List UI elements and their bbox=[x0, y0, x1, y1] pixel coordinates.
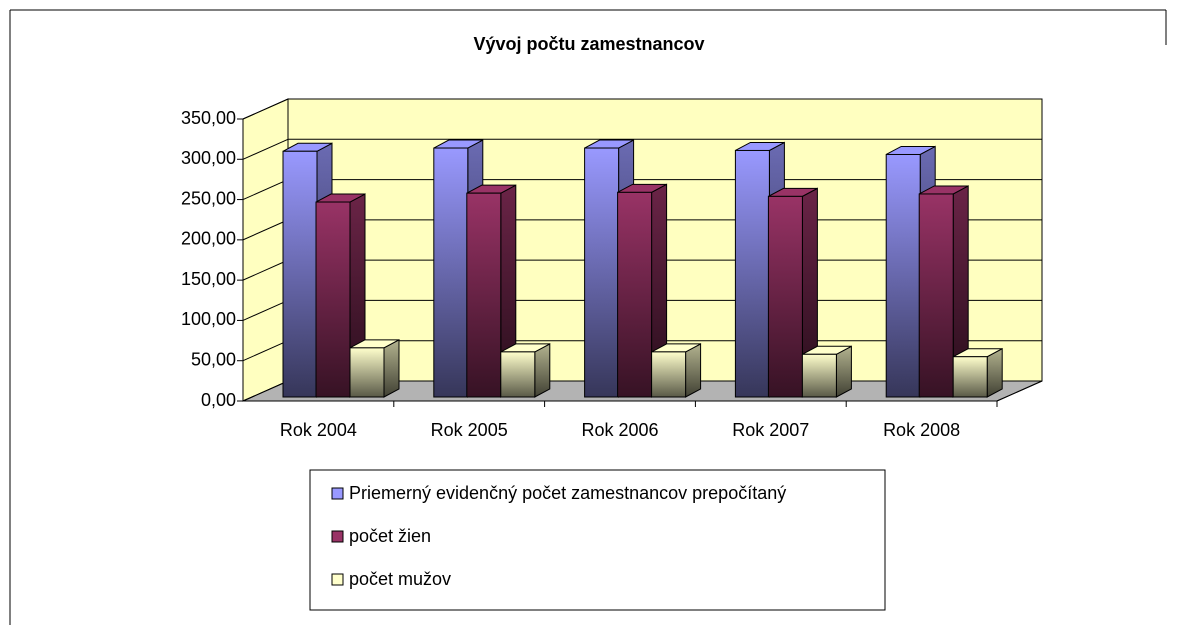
bar bbox=[500, 343, 551, 398]
x-tick-label: Rok 2007 bbox=[732, 420, 809, 440]
grid-line bbox=[242, 98, 289, 120]
x-axis-depth bbox=[996, 380, 1043, 402]
bar bbox=[617, 183, 668, 398]
bar-front bbox=[584, 147, 620, 398]
legend-swatch bbox=[331, 487, 344, 500]
x-tick-label: Rok 2008 bbox=[883, 420, 960, 440]
legend-swatch bbox=[331, 573, 344, 586]
legend-label: Priemerný evidenčný počet zamestnancov p… bbox=[349, 483, 786, 503]
bar bbox=[918, 185, 969, 398]
legend-label: počet žien bbox=[349, 526, 431, 546]
bar bbox=[767, 187, 818, 398]
bar-front bbox=[918, 193, 954, 398]
bar-front bbox=[315, 201, 351, 398]
chart-title: Vývoj počtu zamestnancov bbox=[473, 34, 704, 54]
bar-front bbox=[500, 351, 536, 398]
bar-front bbox=[885, 153, 921, 398]
side-wall bbox=[242, 98, 289, 402]
bar-side bbox=[835, 345, 852, 398]
grid-line bbox=[242, 299, 289, 321]
y-tick-label: 50,00 bbox=[191, 349, 236, 369]
x-tick-label: Rok 2004 bbox=[280, 420, 357, 440]
bar bbox=[349, 339, 400, 398]
y-tick-label: 0,00 bbox=[201, 390, 236, 410]
y-tick-label: 300,00 bbox=[181, 148, 236, 168]
y-tick-label: 150,00 bbox=[181, 269, 236, 289]
x-tick-label: Rok 2006 bbox=[581, 420, 658, 440]
bar-front bbox=[433, 147, 469, 398]
grid-line bbox=[242, 219, 289, 241]
legend-swatch bbox=[331, 530, 344, 543]
bar-front bbox=[617, 191, 653, 398]
grid-line bbox=[242, 380, 289, 402]
legend-label: počet mužov bbox=[349, 569, 451, 589]
bar-front bbox=[349, 347, 385, 398]
grid-line bbox=[242, 259, 289, 281]
grid-line bbox=[242, 340, 289, 362]
bar-front bbox=[651, 351, 687, 398]
bar bbox=[801, 345, 852, 398]
bar bbox=[952, 347, 1003, 398]
bar-front bbox=[734, 149, 770, 398]
bar-side bbox=[534, 343, 551, 398]
y-tick-label: 350,00 bbox=[181, 108, 236, 128]
bar-front bbox=[466, 192, 502, 398]
bar-front bbox=[767, 195, 803, 398]
bar-front bbox=[952, 356, 988, 398]
y-tick-label: 250,00 bbox=[181, 188, 236, 208]
x-tick-label: Rok 2005 bbox=[431, 420, 508, 440]
bar-front bbox=[801, 353, 837, 398]
grid-line bbox=[242, 138, 289, 160]
bar-side bbox=[685, 343, 702, 398]
bar bbox=[651, 343, 702, 398]
y-tick-label: 100,00 bbox=[181, 309, 236, 329]
y-tick-label: 200,00 bbox=[181, 229, 236, 249]
bar bbox=[466, 184, 517, 398]
legend bbox=[309, 469, 886, 611]
bar-front bbox=[282, 150, 318, 398]
bar-side bbox=[383, 339, 400, 398]
grid-line bbox=[242, 179, 289, 201]
